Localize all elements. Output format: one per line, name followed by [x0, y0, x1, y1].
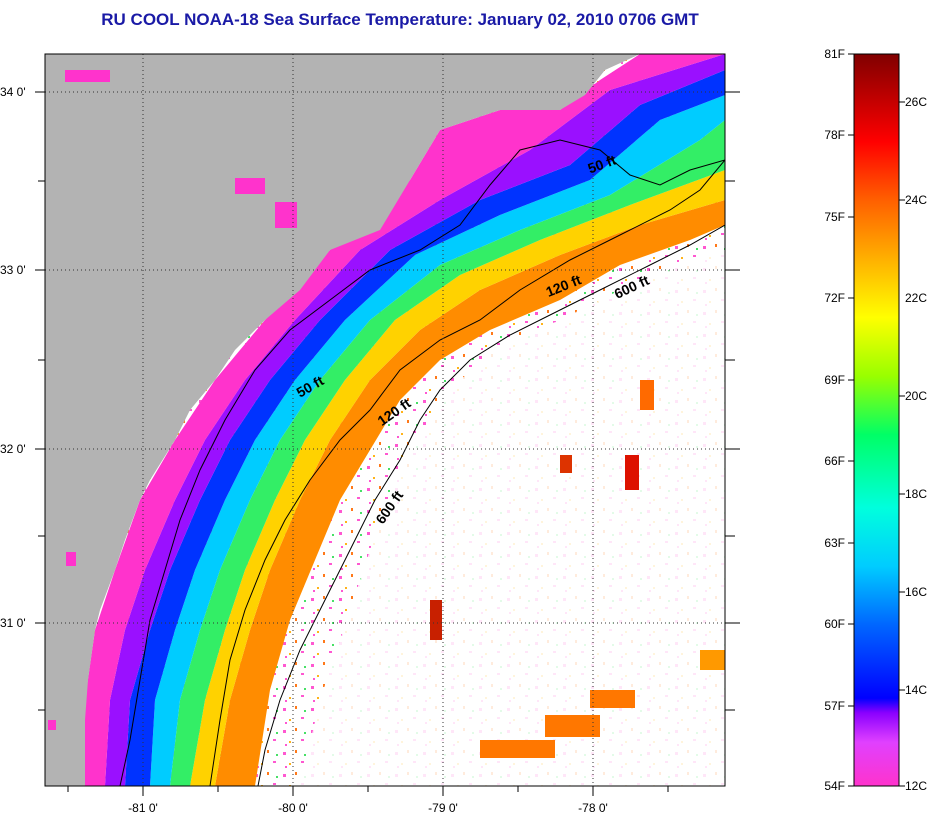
colorbar-f-60: 60F — [824, 617, 845, 631]
colorbar-f-57: 57F — [824, 699, 845, 713]
colorbar-c-22: 22C — [905, 291, 927, 305]
lon-label-80: -80 0' — [278, 801, 308, 815]
colorbar-f-78: 78F — [824, 128, 845, 142]
colorbar-f-72: 72F — [824, 291, 845, 305]
axis-ticks — [35, 91, 740, 796]
lat-label-31: 31 0' — [0, 616, 26, 630]
lat-label-33: 33 0' — [0, 263, 26, 277]
colorbar-ticks — [848, 53, 905, 787]
map-title: RU COOL NOAA-18 Sea Surface Temperature:… — [101, 10, 699, 29]
lon-label-81: -81 0' — [128, 801, 158, 815]
colorbar-f-75: 75F — [824, 210, 845, 224]
colorbar-f-66: 66F — [824, 454, 845, 468]
map-frame — [44, 53, 726, 787]
graticule — [45, 54, 725, 786]
lon-label-78: -78 0' — [578, 801, 608, 815]
colorbar-f-54: 54F — [824, 779, 845, 793]
colorbar-f-63: 63F — [824, 536, 845, 550]
colorbar — [853, 53, 900, 787]
colorbar-f-69: 69F — [824, 373, 845, 387]
colorbar-c-14: 14C — [905, 683, 927, 697]
colorbar-c-24: 24C — [905, 193, 927, 207]
lat-label-32: 32 0' — [0, 442, 26, 456]
colorbar-c-16: 16C — [905, 585, 927, 599]
colorbar-c-20: 20C — [905, 389, 927, 403]
colorbar-c-12: 12C — [905, 779, 927, 793]
lon-label-79: -79 0' — [428, 801, 458, 815]
colorbar-c-18: 18C — [905, 487, 927, 501]
lat-label-34: 34 0' — [0, 85, 26, 99]
colorbar-c-26: 26C — [905, 95, 927, 109]
colorbar-f-81: 81F — [824, 47, 845, 61]
